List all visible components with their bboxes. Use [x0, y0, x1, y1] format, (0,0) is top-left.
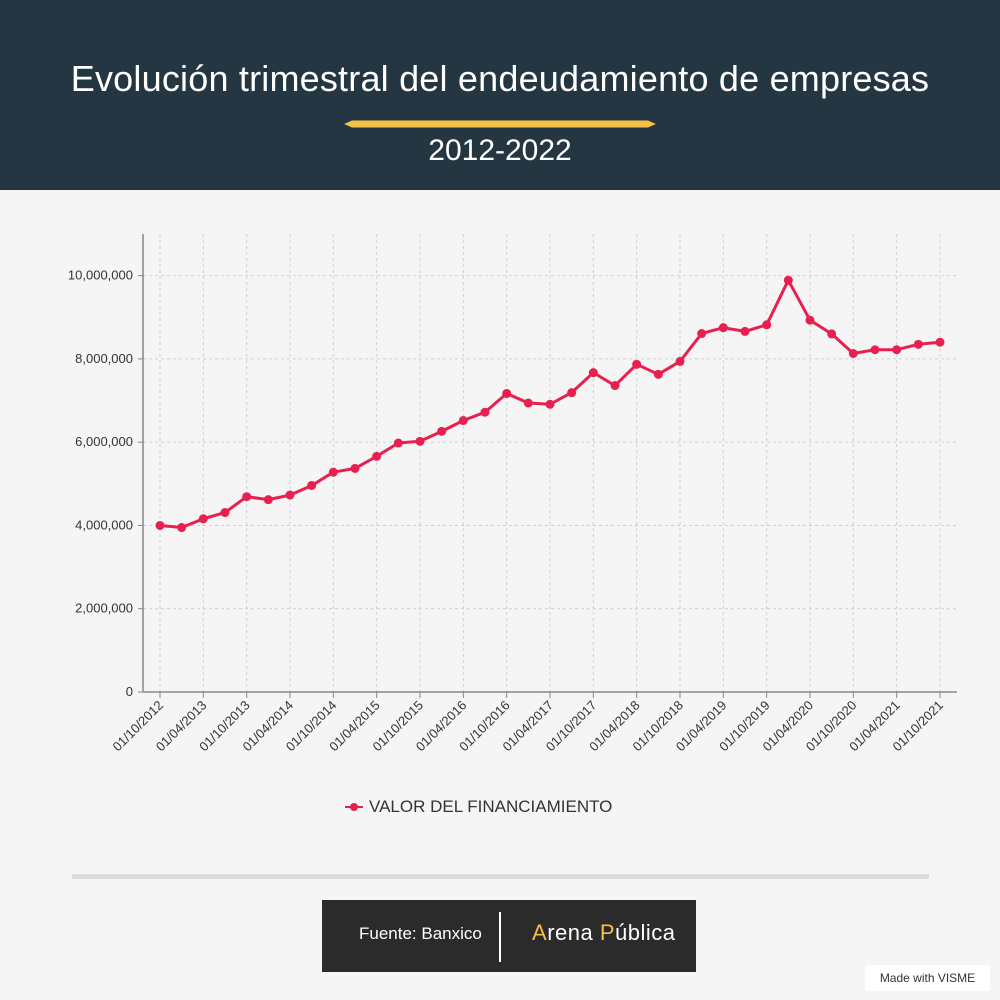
legend-label: VALOR DEL FINANCIAMIENTO	[369, 797, 613, 816]
legend-marker-icon	[345, 802, 363, 812]
title-divider	[344, 116, 656, 128]
data-point[interactable]	[523, 398, 533, 408]
page-title: Evolución trimestral del endeudamiento d…	[70, 58, 930, 99]
data-point[interactable]	[805, 315, 815, 325]
data-point[interactable]	[307, 480, 317, 490]
data-point[interactable]	[242, 492, 252, 502]
made-with-badge[interactable]: Made with VISME	[865, 965, 990, 991]
data-point[interactable]	[285, 490, 295, 500]
data-point[interactable]	[458, 416, 468, 426]
y-tick-label: 6,000,000	[75, 434, 133, 449]
header-banner: Evolución trimestral del endeudamiento d…	[0, 0, 1000, 190]
data-point[interactable]	[697, 329, 707, 339]
data-point[interactable]	[870, 345, 880, 355]
chart-legend[interactable]: VALOR DEL FINANCIAMIENTO	[345, 796, 612, 818]
data-point[interactable]	[675, 356, 685, 366]
data-point[interactable]	[610, 381, 620, 391]
data-point[interactable]	[718, 323, 728, 333]
data-point[interactable]	[545, 399, 555, 409]
data-point[interactable]	[892, 345, 902, 355]
line-chart: 0 2,000,000 4,000,000 6,000,000 8,000,000 10,…	[68, 234, 957, 754]
data-point[interactable]	[480, 407, 490, 417]
data-point[interactable]	[155, 520, 165, 530]
data-point[interactable]	[762, 320, 772, 330]
data-point[interactable]	[220, 508, 230, 518]
data-point[interactable]	[567, 388, 577, 398]
data-point[interactable]	[198, 514, 208, 524]
data-point[interactable]	[393, 438, 403, 448]
brand-logo: Arena Pública	[532, 920, 676, 945]
data-point[interactable]	[935, 337, 945, 347]
data-point[interactable]	[913, 339, 923, 349]
source-banner: Fuente: Banxico Arena Pública	[322, 900, 696, 972]
source-label: Fuente: Banxico	[359, 924, 482, 943]
data-point[interactable]	[502, 388, 512, 398]
data-point[interactable]	[588, 368, 598, 378]
data-point[interactable]	[372, 451, 382, 461]
footer-divider	[72, 874, 929, 879]
y-tick-label: 2,000,000	[75, 601, 133, 616]
data-point[interactable]	[437, 426, 447, 436]
y-tick-label: 10,000,000	[68, 268, 133, 283]
data-point[interactable]	[350, 463, 360, 473]
data-point[interactable]	[632, 359, 642, 369]
data-point[interactable]	[653, 369, 663, 379]
y-tick-label: 8,000,000	[75, 351, 133, 366]
data-point[interactable]	[328, 467, 338, 477]
data-point[interactable]	[827, 329, 837, 339]
y-tick-label: 4,000,000	[75, 517, 133, 532]
data-point[interactable]	[415, 436, 425, 446]
data-point[interactable]	[177, 523, 187, 533]
source-separator	[499, 912, 501, 962]
data-point[interactable]	[740, 326, 750, 336]
data-point[interactable]	[263, 495, 273, 505]
y-tick-label: 0	[126, 684, 133, 699]
data-point[interactable]	[783, 275, 793, 285]
page-subtitle: 2012-2022	[428, 134, 572, 167]
data-point[interactable]	[848, 348, 858, 358]
